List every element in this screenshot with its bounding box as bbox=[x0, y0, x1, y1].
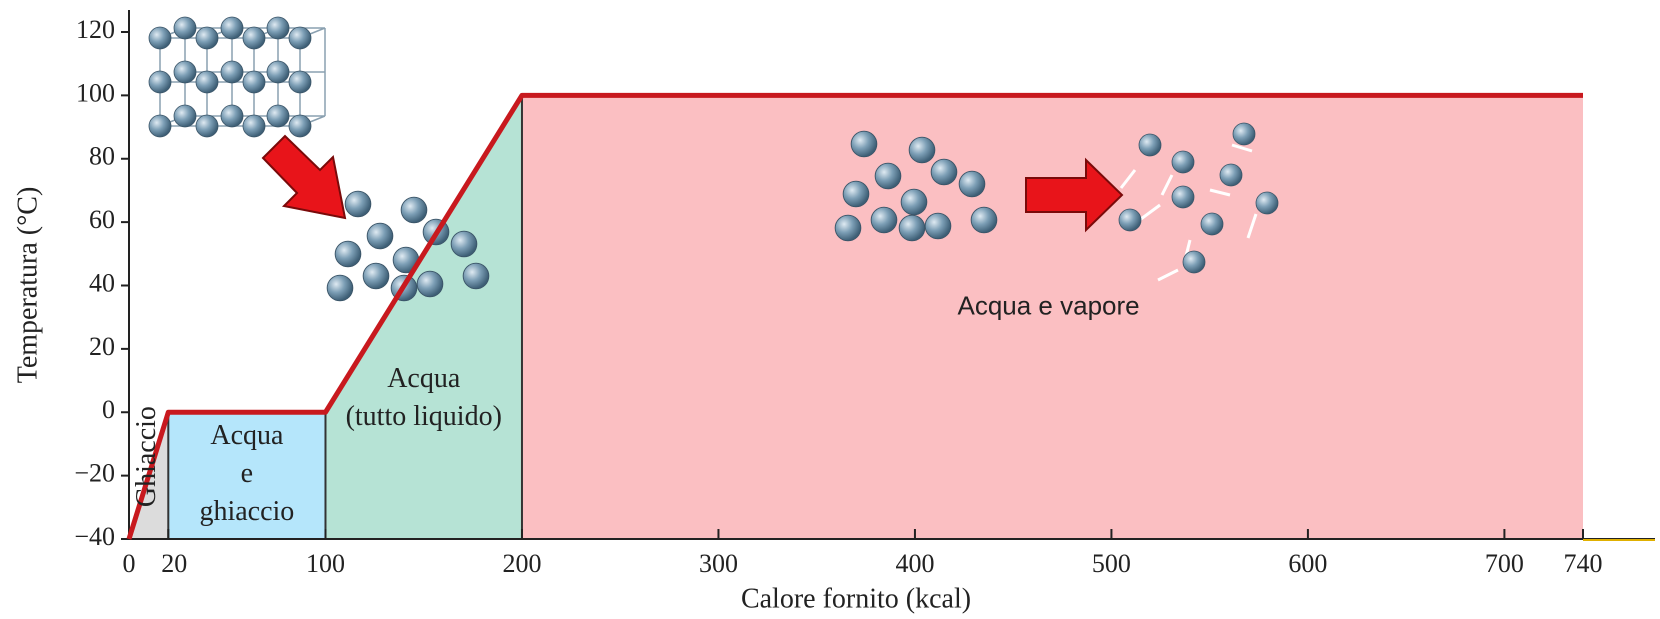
region-label: Acqua bbox=[387, 363, 461, 394]
y-tick-label: 100 bbox=[76, 78, 115, 107]
x-tick-label: 200 bbox=[502, 549, 541, 578]
y-tick-label: 120 bbox=[76, 15, 115, 44]
x-tick-label: 300 bbox=[699, 549, 738, 578]
x-tick-label: 700 bbox=[1485, 549, 1524, 578]
x-tick-label: 740 bbox=[1564, 549, 1603, 578]
arrow bbox=[263, 136, 345, 218]
x-tick-label: 400 bbox=[895, 549, 934, 578]
y-axis-title: Temperatura (°C) bbox=[12, 187, 43, 384]
region-label: Acqua bbox=[210, 420, 284, 451]
region-label: Ghiaccio bbox=[131, 406, 162, 507]
x-tick-label: 100 bbox=[306, 549, 345, 578]
y-tick-label: 0 bbox=[102, 395, 115, 424]
region-label: e bbox=[241, 458, 253, 489]
page: Curva di riscaldamento dell'acqua html, … bbox=[0, 0, 1660, 619]
x-axis-title: Calore fornito (kcal) bbox=[741, 583, 971, 614]
y-tick-label: 20 bbox=[89, 332, 115, 361]
x-tick-label: 600 bbox=[1288, 549, 1327, 578]
regions bbox=[129, 95, 1583, 539]
y-tick-label: 60 bbox=[89, 205, 115, 234]
y-tick-label: 80 bbox=[89, 142, 115, 171]
region-label: Acqua e vapore bbox=[957, 291, 1139, 321]
body: {"chart_data": { "type": "line", "x_labe… bbox=[0, 0, 1660, 619]
chart: Calore fornito (kcal) Temperatura (°C) G… bbox=[0, 0, 1660, 619]
x-tick-label: 0 bbox=[123, 549, 136, 578]
x-tick-label: 20 bbox=[161, 549, 187, 578]
y-tick-label: −40 bbox=[74, 522, 115, 551]
y-tick-label: 40 bbox=[89, 268, 115, 297]
region-label: (tutto liquido) bbox=[346, 401, 502, 432]
ice-molecules bbox=[149, 17, 311, 137]
x-tick-label: 500 bbox=[1092, 549, 1131, 578]
region bbox=[325, 95, 521, 539]
y-tick-label: −20 bbox=[74, 459, 115, 488]
region-label: ghiaccio bbox=[199, 496, 294, 527]
